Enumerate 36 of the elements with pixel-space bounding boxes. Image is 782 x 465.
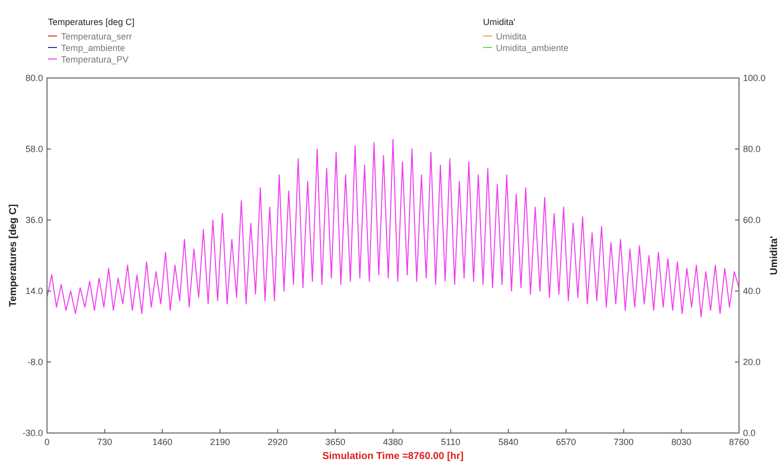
y2-tick-label: 80.0 — [743, 144, 761, 154]
legend-label: Umidita — [496, 32, 527, 42]
legend-label: Temperatura_PV — [61, 54, 129, 64]
y2-axis-title: Umidita' — [769, 236, 780, 276]
y-tick-label: -8.0 — [27, 357, 43, 367]
x-tick-label: 5110 — [440, 437, 460, 447]
y-tick-label: 14.0 — [25, 286, 43, 296]
y-tick-label: 36.0 — [25, 215, 43, 225]
y2-tick-label: 100.0 — [743, 73, 766, 83]
text: Umidita' — [483, 17, 516, 27]
legend-label: Temp_ambiente — [61, 43, 126, 53]
x-tick-label: 4380 — [382, 437, 404, 447]
x-tick-label: 730 — [97, 437, 112, 447]
legend-label: Umidita_ambiente — [496, 43, 569, 53]
x-tick-label: 2190 — [210, 437, 230, 447]
x-tick-label: 6570 — [556, 437, 576, 447]
y-axis-title: Temperatures [deg C] — [8, 204, 19, 307]
x-tick-label: 0 — [44, 437, 50, 447]
x-tick-label: 3650 — [325, 437, 346, 447]
x-tick-label: 8760 — [728, 437, 750, 447]
x-tick-label: 5840 — [498, 437, 518, 447]
y2-tick-label: 0.0 — [743, 428, 756, 438]
y2-tick-label: 20.0 — [743, 357, 761, 367]
y-tick-label: -30.0 — [22, 428, 43, 438]
y2-tick-label: 60.0 — [743, 215, 761, 225]
x-tick-label: 1460 — [152, 437, 172, 447]
y-tick-label: 58.0 — [25, 144, 43, 154]
line-series — [46, 138, 740, 318]
legend-title: Temperatures [deg C] — [48, 17, 135, 27]
x-tick-label: 2920 — [268, 437, 288, 447]
x-tick-label: 7300 — [614, 437, 634, 447]
x-tick-label: 8030 — [671, 437, 692, 447]
legend-label: Temperatura_serr — [61, 32, 132, 42]
x-axis-title: Simulation Time =8760.00 [hr] — [322, 451, 464, 462]
y2-tick-label: 40.0 — [743, 286, 761, 296]
y-tick-label: 80.0 — [25, 73, 43, 83]
